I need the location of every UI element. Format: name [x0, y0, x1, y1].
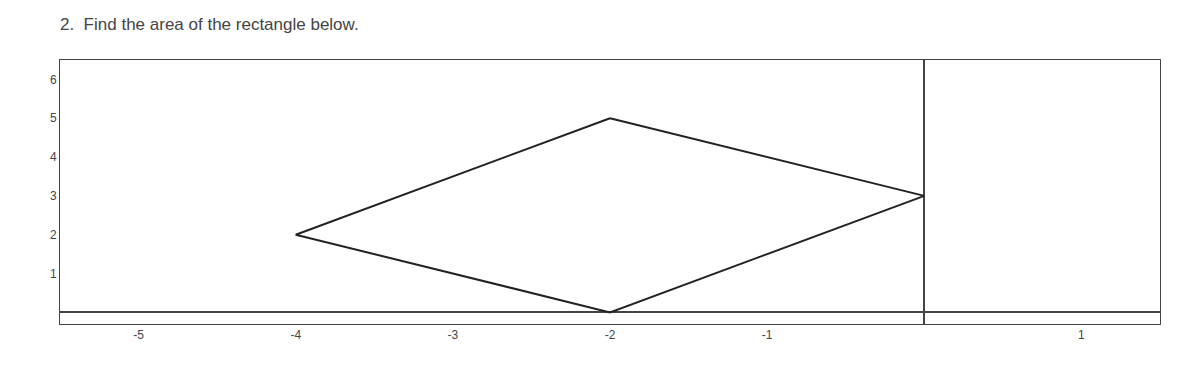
svg-text:-5: -5	[133, 328, 144, 342]
svg-text:-3: -3	[448, 328, 459, 342]
svg-text:-1: -1	[762, 328, 773, 342]
svg-text:1: 1	[50, 267, 57, 281]
svg-text:5: 5	[50, 111, 57, 125]
svg-text:1: 1	[1078, 328, 1085, 342]
svg-text:2. Find the area of the recta: 2. Find the area of the rectangle below.	[60, 15, 359, 34]
svg-text:3: 3	[50, 189, 57, 203]
svg-text:-2: -2	[605, 328, 616, 342]
svg-text:2: 2	[50, 228, 57, 242]
svg-text:-4: -4	[290, 328, 301, 342]
svg-text:6: 6	[50, 73, 57, 87]
svg-text:4: 4	[50, 150, 57, 164]
